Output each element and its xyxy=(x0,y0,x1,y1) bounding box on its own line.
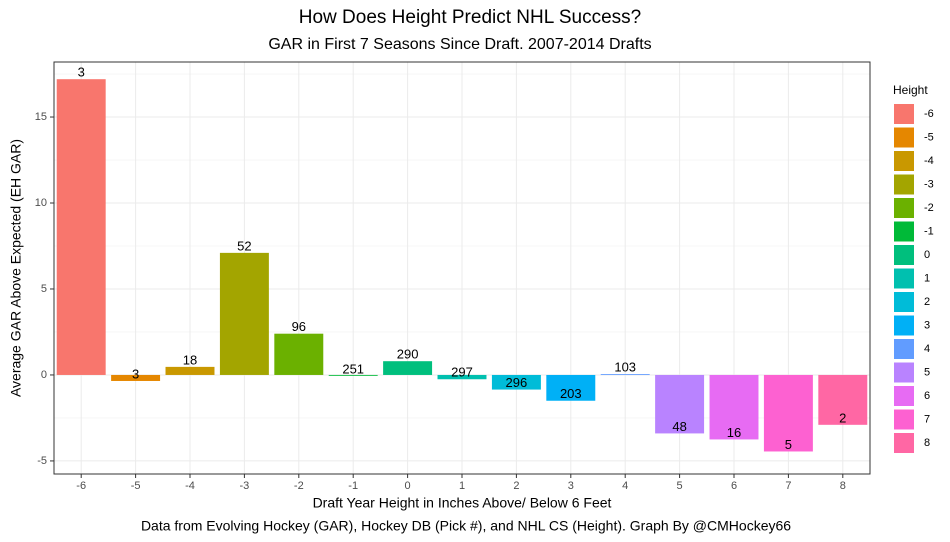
bar-count-label: 52 xyxy=(237,238,251,253)
chart-subtitle: GAR in First 7 Seasons Since Draft. 2007… xyxy=(268,36,651,53)
bar xyxy=(600,374,650,375)
legend-label: 5 xyxy=(924,366,930,378)
bar-count-label: 16 xyxy=(727,425,741,440)
bar xyxy=(111,374,161,381)
y-tick-label: 10 xyxy=(35,197,47,209)
y-tick-label: 0 xyxy=(41,369,47,381)
legend-key xyxy=(894,433,914,453)
y-axis-label: Average GAR Above Expected (EH GAR) xyxy=(8,139,24,397)
bar-count-label: 3 xyxy=(78,65,85,80)
legend-key xyxy=(894,268,914,289)
x-tick-label: 1 xyxy=(459,480,465,492)
bar xyxy=(56,79,106,375)
legend-key xyxy=(894,339,914,359)
legend-key xyxy=(894,409,914,430)
legend-label: 4 xyxy=(924,343,930,355)
legend-label: -4 xyxy=(924,155,934,167)
bar-count-label: 297 xyxy=(451,365,473,380)
bar-count-label: 251 xyxy=(342,361,364,376)
legend-label: 7 xyxy=(924,413,930,425)
bar xyxy=(165,366,215,375)
legend-label: 0 xyxy=(924,249,930,261)
x-tick-label: -4 xyxy=(185,480,195,492)
bar xyxy=(546,374,596,401)
x-tick-label: -6 xyxy=(76,480,86,492)
x-tick-label: 7 xyxy=(785,480,791,492)
bar-count-label: 3 xyxy=(132,366,139,381)
bar-count-label: 290 xyxy=(397,347,419,362)
x-tick-label: 0 xyxy=(405,480,411,492)
legend-key xyxy=(894,198,914,218)
bar xyxy=(655,374,705,434)
legend-label: 1 xyxy=(924,272,930,284)
y-tick-label: 15 xyxy=(35,111,47,123)
bar xyxy=(383,361,433,375)
legend-label: 3 xyxy=(924,319,930,331)
caption: Data from Evolving Hockey (GAR), Hockey … xyxy=(141,518,791,534)
x-tick-label: 3 xyxy=(568,480,574,492)
legend-key xyxy=(894,245,914,265)
y-tick-label: -5 xyxy=(37,455,47,467)
x-tick-label: -5 xyxy=(131,480,141,492)
legend-label: 6 xyxy=(924,390,930,402)
legend-key xyxy=(894,362,914,383)
legend-title: Height xyxy=(893,83,928,97)
x-tick-label: 2 xyxy=(513,480,519,492)
legend-label: -1 xyxy=(924,225,934,237)
panel-border xyxy=(53,61,871,475)
legend-key xyxy=(894,127,914,148)
bar xyxy=(274,333,324,375)
bar-count-label: 203 xyxy=(560,386,582,401)
legend-key xyxy=(894,315,914,336)
legend-label: -6 xyxy=(924,108,934,120)
legend-key xyxy=(894,386,914,406)
x-tick-label: 8 xyxy=(840,480,846,492)
legend-label: 2 xyxy=(924,296,930,308)
x-tick-label: -2 xyxy=(294,480,304,492)
bar-count-label: 96 xyxy=(292,319,306,334)
bar-count-label: 5 xyxy=(785,437,792,452)
bar-count-label: 296 xyxy=(506,375,528,390)
legend-key xyxy=(894,174,914,195)
bar xyxy=(709,374,759,440)
legend-label: 8 xyxy=(924,437,930,449)
legend-key xyxy=(894,151,914,171)
x-axis-label: Draft Year Height in Inches Above/ Below… xyxy=(313,495,612,511)
legend-label: -2 xyxy=(924,202,934,214)
legend-label: -5 xyxy=(924,131,934,143)
bar xyxy=(328,374,378,376)
bar-count-label: 103 xyxy=(614,360,636,375)
y-tick-label: 5 xyxy=(41,283,47,295)
bar xyxy=(491,374,541,390)
x-tick-label: 5 xyxy=(677,480,683,492)
x-tick-label: 4 xyxy=(622,480,628,492)
x-tick-label: -1 xyxy=(348,480,358,492)
legend-key xyxy=(894,104,914,124)
bar-count-label: 48 xyxy=(672,419,686,434)
legend-label: -3 xyxy=(924,178,934,190)
bar xyxy=(818,374,868,425)
bar-count-label: 18 xyxy=(183,352,197,367)
x-tick-label: -3 xyxy=(240,480,250,492)
chart-title: How Does Height Predict NHL Success? xyxy=(299,7,642,28)
bar xyxy=(763,374,813,452)
legend-key xyxy=(894,221,914,242)
x-tick-label: 6 xyxy=(731,480,737,492)
bar xyxy=(219,252,269,375)
legend-key xyxy=(894,292,914,312)
bar xyxy=(437,374,487,380)
bar-count-label: 2 xyxy=(839,410,846,425)
